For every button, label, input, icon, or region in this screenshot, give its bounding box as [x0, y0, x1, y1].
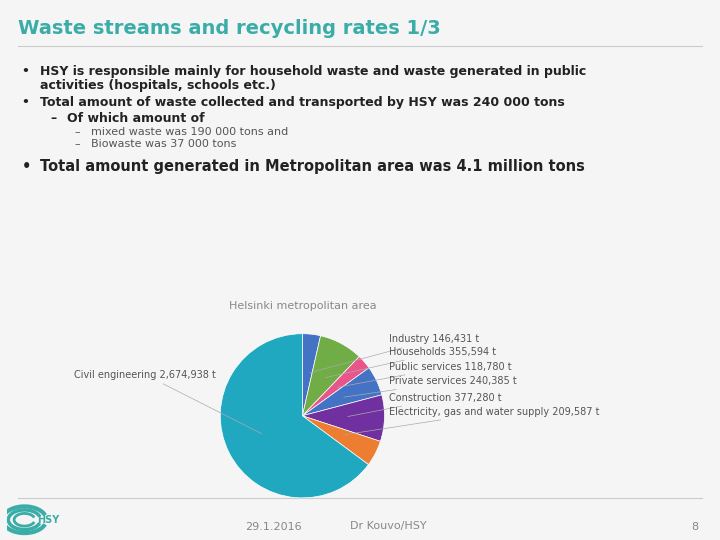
- Title: Helsinki metropolitan area: Helsinki metropolitan area: [228, 301, 377, 311]
- Text: Private services 240,385 t: Private services 240,385 t: [343, 376, 516, 397]
- Text: 8: 8: [691, 522, 698, 531]
- Text: activities (hospitals, schools etc.): activities (hospitals, schools etc.): [40, 79, 276, 92]
- Text: Industry 146,431 t: Industry 146,431 t: [310, 334, 479, 373]
- Text: 29.1.2016: 29.1.2016: [246, 522, 302, 531]
- Text: mixed waste was 190 000 tons and: mixed waste was 190 000 tons and: [91, 127, 289, 137]
- Text: Of which amount of: Of which amount of: [67, 112, 204, 125]
- Text: •: •: [22, 65, 30, 78]
- Wedge shape: [302, 336, 359, 416]
- Text: •: •: [22, 96, 30, 109]
- Text: Civil engineering 2,674,938 t: Civil engineering 2,674,938 t: [74, 370, 262, 434]
- Text: Construction 377,280 t: Construction 377,280 t: [348, 393, 501, 416]
- Wedge shape: [220, 334, 369, 498]
- Text: –: –: [74, 139, 80, 150]
- Text: HSY: HSY: [37, 515, 60, 525]
- Wedge shape: [302, 416, 380, 464]
- Text: Electricity, gas and water supply 209,587 t: Electricity, gas and water supply 209,58…: [343, 407, 599, 435]
- Text: –: –: [74, 127, 80, 137]
- Text: Total amount of waste collected and transported by HSY was 240 000 tons: Total amount of waste collected and tran…: [40, 96, 564, 109]
- Wedge shape: [302, 334, 320, 416]
- Text: Waste streams and recycling rates 1/3: Waste streams and recycling rates 1/3: [18, 19, 441, 38]
- Text: HSY is responsible mainly for household waste and waste generated in public: HSY is responsible mainly for household …: [40, 65, 586, 78]
- Text: •: •: [22, 159, 31, 174]
- Text: Dr Kouvo/HSY: Dr Kouvo/HSY: [351, 522, 427, 531]
- Text: –: –: [50, 112, 57, 125]
- Wedge shape: [302, 356, 369, 416]
- Text: Biowaste was 37 000 tons: Biowaste was 37 000 tons: [91, 139, 237, 150]
- Wedge shape: [302, 368, 382, 416]
- Text: Households 355,594 t: Households 355,594 t: [325, 347, 495, 377]
- Wedge shape: [302, 395, 384, 441]
- Text: Public services 118,780 t: Public services 118,780 t: [338, 362, 511, 387]
- Text: Total amount generated in Metropolitan area was 4.1 million tons: Total amount generated in Metropolitan a…: [40, 159, 585, 174]
